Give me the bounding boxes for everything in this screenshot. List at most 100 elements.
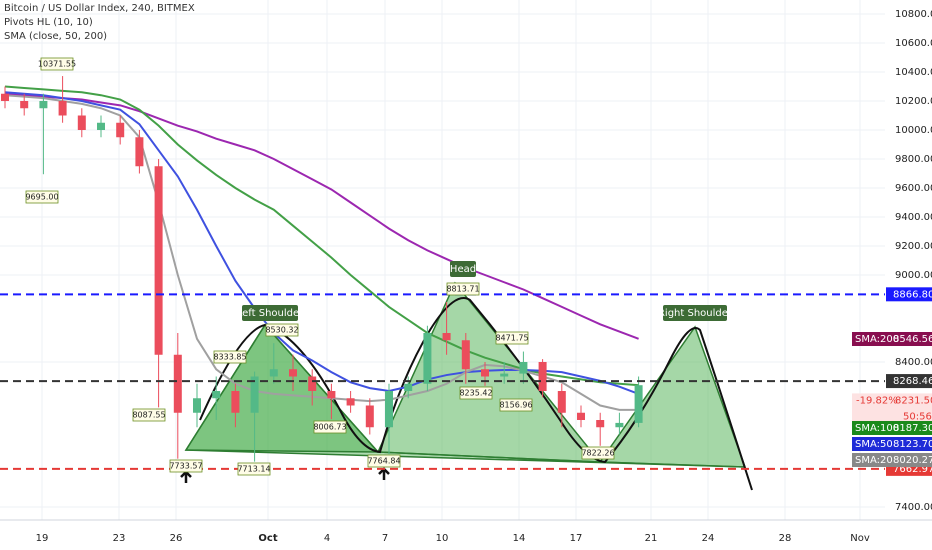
pivot-box [367,454,401,468]
indicator-label: SMA (close, 50, 200) [4,31,107,42]
y-tick-label: 10600.00 [895,38,932,49]
x-tick-label: 17 [570,533,583,544]
price-change: -19.82% [856,395,898,406]
sma-tag-name: SMA:50 [855,439,893,450]
x-tick-label: 24 [702,533,715,544]
pivot-label: 8333.85 [213,353,246,362]
candle-body [519,362,528,374]
candle-body [596,420,605,428]
sma-tag-name: SMA:200 [855,334,899,345]
y-tick-label: 9000.00 [895,270,932,281]
candle-body [20,101,29,109]
y-tick-label: 8400.00 [895,357,932,368]
sma-tag-value: 8123.70 [893,439,932,450]
x-tick-label: Oct [258,533,277,544]
candle-body [404,383,413,391]
y-tick-label: 10000.00 [895,125,932,136]
candle-body [58,101,67,116]
pivot-label: 8156.96 [499,401,532,410]
pattern-curve [199,297,753,491]
annotation-box [450,261,476,277]
countdown: 50:56 [903,411,932,422]
candle-body [557,391,566,413]
candle-body [308,376,317,391]
candle-body [346,398,355,406]
x-tick-label: 7 [382,533,388,544]
candle-body [327,391,336,399]
pivot-box [213,350,247,364]
sma-tag [852,453,932,467]
price-tag-label: 7662.97 [893,464,932,475]
pivot-box [499,398,533,412]
pivot-label: 9695.00 [25,193,58,202]
price-label: 8231.50 [895,395,932,406]
annotation-box [242,305,298,321]
pivot-label: 8471.75 [495,334,528,343]
candle-body [135,137,144,167]
price-tag [886,374,932,389]
x-tick-label: Nov [850,533,870,544]
y-tick-label: 9200.00 [895,241,932,252]
candle-body [193,398,201,413]
pivot-box [581,446,615,460]
candle-body [231,391,240,413]
candle-body [500,373,509,377]
pivot-label: 8006.73 [313,423,346,432]
pivot-box [237,462,271,476]
y-tick-label: 7400.00 [895,502,932,513]
candle-body [538,362,547,391]
left-shoulder-shape [184,323,380,453]
annotation-label: Left Shoulder [237,308,304,319]
y-tick-label: 10800.00 [895,9,932,20]
candle-body [269,369,278,377]
candle-body [250,376,259,413]
candle-body [634,385,643,423]
pivot-label: 8087.55 [132,411,165,420]
candle-body [1,93,9,101]
candle-body [289,369,297,377]
sma-line [4,94,639,411]
chart-title: Bitcoin / US Dollar Index, 240, BITMEX [4,3,195,14]
plot: 10371.55 9695.00 8087.55 7733.57 7713.14 8333… [0,57,885,476]
pivot-box [265,323,299,337]
y-tick-label: 10200.00 [895,96,932,107]
candle-body [116,122,125,138]
candle-body [423,333,432,384]
candle-body [481,369,489,377]
pivot-box [25,190,59,204]
pivot-box [446,282,480,296]
candle-body [442,333,451,341]
indicator-label: Pivots HL (10, 10) [4,17,93,28]
candle-body [577,412,585,420]
candle-body [385,391,393,428]
pivot-label: 7713.14 [237,465,270,474]
pivot-label: 8530.32 [265,326,298,335]
annotation-label: Head [450,264,476,275]
sma-tag-name: SMA:100 [855,423,899,434]
sma-tag-value: 8020.27 [893,455,932,466]
candle-body [461,340,470,370]
candle-body [212,391,221,399]
x-tick-label: 4 [324,533,330,544]
annotation-box [663,305,727,321]
candle-body [97,122,105,130]
sma-tag-value: 8546.56 [893,334,932,345]
pivot-box [40,57,74,71]
y-tick-label: 10400.00 [895,67,932,78]
x-tick-label: 28 [779,533,792,544]
axes: 10800.00 10600.00 10400.00 10200.00 10000.00… [36,9,932,544]
candle-body [365,405,374,428]
x-tick-label: 21 [645,533,658,544]
candle-body [39,101,48,109]
x-tick-label: 14 [513,533,526,544]
candle-body [173,354,182,413]
x-tick-label: 10 [436,533,449,544]
pivot-box [459,386,493,400]
pivot-label: 7733.57 [169,462,202,471]
sma-tag-name: SMA:20 [855,455,893,466]
right-shoulder-shape [598,325,747,468]
price-tag-label: 8268.46 [893,376,932,387]
pivot-label: 8813.71 [446,285,479,294]
